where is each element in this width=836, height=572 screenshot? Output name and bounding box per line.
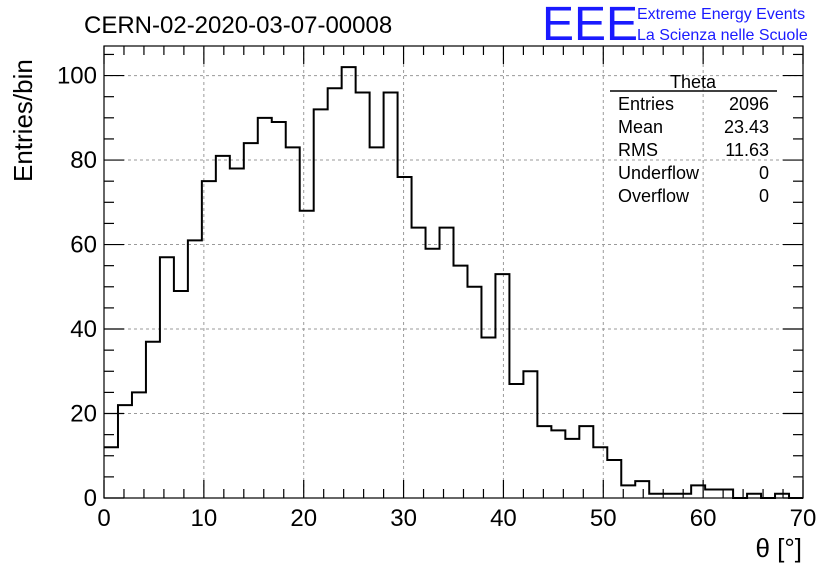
stats-label: Overflow [618, 186, 690, 206]
histogram-bin [244, 143, 258, 498]
histogram-bin [621, 485, 635, 498]
y-tick-label: 0 [84, 485, 97, 512]
stats-label: RMS [618, 140, 658, 160]
histogram-bin [454, 266, 468, 498]
histogram-bin [412, 228, 426, 498]
histogram-bin [649, 494, 663, 498]
stats-value: 11.63 [725, 140, 769, 160]
histogram-bin [705, 490, 719, 498]
histogram-bin [356, 92, 370, 498]
histogram-bin [272, 122, 286, 498]
x-tick-label: 30 [390, 505, 417, 532]
histogram-bin [104, 447, 118, 498]
axis-ticks [103, 46, 804, 499]
x-axis-label: θ [°] [755, 533, 802, 563]
x-tick-label: 50 [590, 505, 617, 532]
x-tick-label: 40 [490, 505, 517, 532]
histogram-bins [104, 67, 789, 498]
histogram-bin [258, 118, 272, 498]
histogram-bin [160, 257, 174, 498]
histogram-bin [440, 228, 454, 498]
stats-value: 0 [759, 186, 769, 206]
stats-label: Entries [618, 94, 674, 114]
stats-box: Theta Entries 2096 Mean 23.43 RMS 11.63 Underf… [610, 72, 777, 206]
logo-line-2: La Scienza nelle Scuole [637, 27, 808, 44]
histogram-bin [593, 447, 607, 498]
histogram-bin [314, 109, 328, 498]
x-tick-label: 10 [191, 505, 218, 532]
eee-logo: EEE Extreme Energy Events La Scienza nel… [542, 0, 808, 51]
histogram-bin [719, 490, 733, 498]
y-tick-label: 20 [70, 401, 97, 428]
histogram-bin [509, 384, 523, 498]
stats-rows: Entries 2096 Mean 23.43 RMS 11.63 Underflow 0 Ov… [618, 94, 769, 206]
histogram-bin [202, 181, 216, 498]
histogram-bin [328, 88, 342, 498]
histogram-bin [607, 460, 621, 498]
histogram-bin [132, 392, 146, 498]
y-tick-label: 60 [70, 232, 97, 259]
histogram-bin [747, 494, 761, 498]
stats-value: 23.43 [724, 117, 769, 137]
y-tick-label: 40 [70, 316, 97, 343]
x-tick-label: 60 [690, 505, 717, 532]
stats-value: 2096 [729, 94, 769, 114]
histogram-bin [691, 485, 705, 498]
histogram-bin [384, 92, 398, 498]
histogram-bin [342, 67, 356, 498]
histogram-bin [677, 494, 691, 498]
y-tick-label: 80 [70, 147, 97, 174]
histogram-bin [523, 371, 537, 498]
tick-labels: 0 10 20 30 40 50 60 70 0 20 40 60 80 100 [57, 63, 816, 532]
histogram-bin [565, 439, 579, 498]
stats-title: Theta [670, 72, 717, 92]
histogram-bin [230, 169, 244, 498]
histogram-bin [188, 240, 202, 498]
histogram-bin [579, 426, 593, 498]
x-tick-label: 70 [790, 505, 817, 532]
histogram-bin [118, 405, 132, 498]
histogram-bin [537, 426, 551, 498]
histogram-bin [216, 156, 230, 498]
histogram-step-line [104, 66, 803, 499]
logo-mark: EEE [542, 0, 638, 51]
histogram-bin [174, 291, 188, 498]
histogram-bin [398, 177, 412, 498]
histogram-bin [370, 147, 384, 498]
histogram-bin [775, 494, 789, 498]
x-tick-label: 20 [290, 505, 317, 532]
histogram-bin [467, 287, 481, 498]
histogram-bin [286, 147, 300, 498]
plot-frame [103, 45, 804, 499]
histogram-bin [426, 249, 440, 498]
x-tick-label: 0 [97, 505, 110, 532]
histogram-bin [146, 342, 160, 498]
histogram-bin [495, 274, 509, 498]
histogram-bin [300, 211, 314, 498]
stats-value: 0 [759, 163, 769, 183]
histogram-bin [551, 430, 565, 498]
y-axis-label: Entries/bin [8, 59, 38, 182]
histogram-bin [481, 337, 495, 498]
logo-line-1: Extreme Energy Events [637, 6, 805, 23]
histogram-bin [663, 494, 677, 498]
y-tick-label: 100 [57, 63, 97, 90]
stats-label: Underflow [618, 163, 700, 183]
stats-label: Mean [618, 117, 663, 137]
chart-title: CERN-02-2020-03-07-00008 [84, 12, 392, 39]
histogram-bin [635, 481, 649, 498]
